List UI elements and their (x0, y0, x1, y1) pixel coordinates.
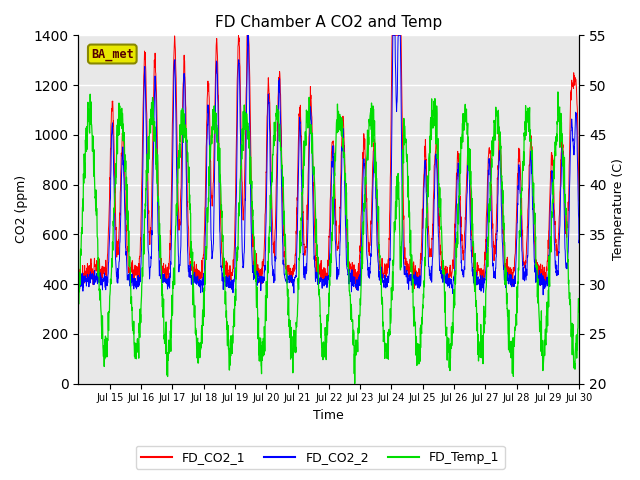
Legend: FD_CO2_1, FD_CO2_2, FD_Temp_1: FD_CO2_1, FD_CO2_2, FD_Temp_1 (136, 446, 504, 469)
X-axis label: Time: Time (314, 409, 344, 422)
Title: FD Chamber A CO2 and Temp: FD Chamber A CO2 and Temp (215, 15, 442, 30)
Text: BA_met: BA_met (91, 48, 134, 60)
Y-axis label: Temperature (C): Temperature (C) (612, 158, 625, 260)
Y-axis label: CO2 (ppm): CO2 (ppm) (15, 175, 28, 243)
